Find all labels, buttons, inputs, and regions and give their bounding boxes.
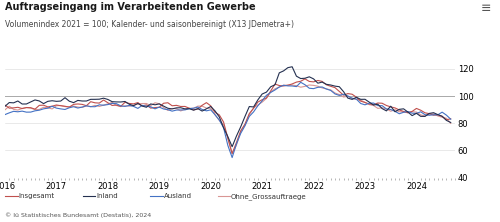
Text: ≡: ≡ [481, 2, 492, 15]
Text: Volumenindex 2021 = 100; Kalender- und saisonbereinigt (X13 JDemetra+): Volumenindex 2021 = 100; Kalender- und s… [5, 20, 294, 29]
Text: Inland: Inland [96, 193, 118, 200]
Text: Insgesamt: Insgesamt [18, 193, 55, 200]
Text: © lü Statistisches Bundesamt (Destatis), 2024: © lü Statistisches Bundesamt (Destatis),… [5, 212, 151, 218]
Text: Ausland: Ausland [164, 193, 192, 200]
Text: Auftragseingang im Verarbeitenden Gewerbe: Auftragseingang im Verarbeitenden Gewerb… [5, 2, 256, 12]
Text: Ohne_Grossauftraege: Ohne_Grossauftraege [231, 193, 306, 200]
